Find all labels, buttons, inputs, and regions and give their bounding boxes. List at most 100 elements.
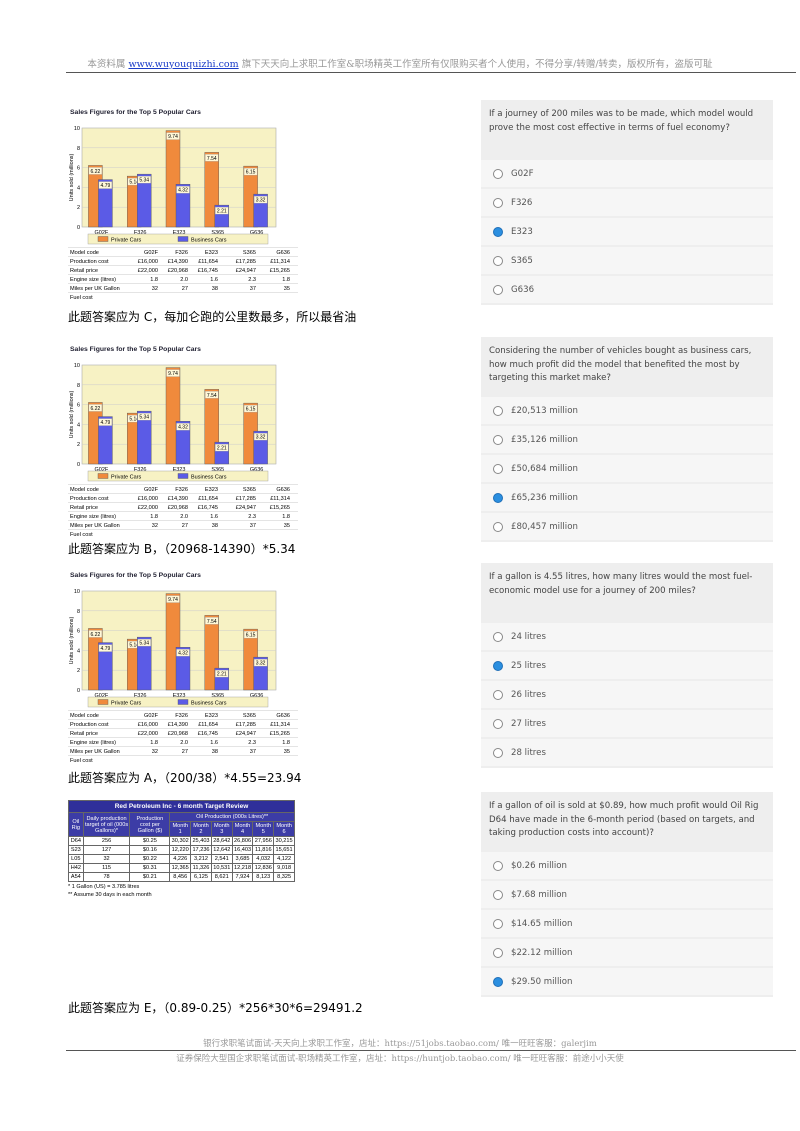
- option[interactable]: $0.26 million: [481, 852, 773, 879]
- table-cell: L05: [68, 854, 84, 864]
- option[interactable]: 25 litres: [481, 652, 773, 679]
- table-cell: S23: [68, 845, 84, 855]
- radio[interactable]: [493, 860, 503, 871]
- option[interactable]: £20,513 million: [481, 397, 773, 424]
- option[interactable]: 27 litres: [481, 710, 773, 737]
- radio[interactable]: [493, 255, 503, 266]
- value-label: 9.74: [168, 371, 178, 377]
- option[interactable]: £80,457 million: [481, 513, 773, 540]
- table-cell: £15,265: [270, 268, 290, 274]
- table-row: Oil Rig Daily production target of oil (0…: [68, 812, 295, 837]
- option[interactable]: $7.68 million: [481, 881, 773, 908]
- table-cell: G02F: [144, 250, 159, 256]
- table-row: A54 78 $0.21 8,456 6,125 8,621 7,924 8,123 8,325: [68, 872, 295, 882]
- option[interactable]: E323: [481, 218, 773, 245]
- option[interactable]: G636: [481, 276, 773, 303]
- radio[interactable]: [493, 463, 503, 474]
- radio[interactable]: [493, 405, 503, 416]
- radio[interactable]: [493, 492, 503, 503]
- option-label: 24 litres: [511, 631, 546, 642]
- table-cell: £11,654: [198, 722, 218, 728]
- option[interactable]: 28 litres: [481, 739, 773, 766]
- option-label: £50,684 million: [511, 463, 578, 474]
- option-label: $14.65 million: [511, 918, 573, 929]
- radio[interactable]: [493, 947, 503, 958]
- table-cell: 1.6: [210, 277, 218, 283]
- radio[interactable]: [493, 631, 503, 642]
- option[interactable]: $14.65 million: [481, 910, 773, 937]
- table-cell: 78: [82, 872, 131, 882]
- option[interactable]: $29.50 million: [481, 968, 773, 995]
- column-header: Daily production target of oil (000s Gal…: [82, 812, 131, 837]
- table-cell: 25,403: [190, 836, 212, 846]
- table-cell: 30,302: [169, 836, 192, 846]
- table-cell: G636: [276, 713, 290, 719]
- option-label: £65,236 million: [511, 492, 578, 503]
- radio[interactable]: [493, 197, 503, 208]
- table-cell: 2.3: [248, 514, 256, 520]
- radio[interactable]: [493, 889, 503, 900]
- option[interactable]: S365: [481, 247, 773, 274]
- radio[interactable]: [493, 434, 503, 445]
- table-cell: 9,018: [273, 863, 295, 873]
- option-label: S365: [511, 255, 533, 266]
- radio[interactable]: [493, 718, 503, 729]
- option-label: F326: [511, 197, 533, 208]
- option[interactable]: G02F: [481, 160, 773, 187]
- radio[interactable]: [493, 918, 503, 929]
- radio[interactable]: [493, 521, 503, 532]
- x-tick-label: S365: [211, 230, 224, 236]
- header-link[interactable]: www.wuyouquizhi.com: [128, 59, 239, 70]
- table-cell: £16,000: [138, 722, 158, 728]
- y-tick-label: 0: [77, 225, 80, 231]
- x-tick-label: F326: [134, 693, 147, 699]
- table-cell: 38: [212, 749, 218, 755]
- radio[interactable]: [493, 976, 503, 987]
- option-label: G02F: [511, 168, 534, 179]
- table-cell: 1.6: [210, 740, 218, 746]
- option[interactable]: 26 litres: [481, 681, 773, 708]
- option[interactable]: F326: [481, 189, 773, 216]
- value-label-box: [253, 432, 268, 441]
- radio[interactable]: [493, 284, 503, 295]
- option[interactable]: £50,684 million: [481, 455, 773, 482]
- table-cell: Model code: [70, 713, 99, 719]
- value-label-box: [137, 412, 151, 421]
- table-cell: Miles per UK Gallon: [70, 286, 120, 292]
- value-label: 3.32: [256, 435, 266, 441]
- radio[interactable]: [493, 660, 503, 671]
- legend-label: Business Cars: [191, 475, 227, 481]
- table-cell: 12,642: [210, 845, 233, 855]
- answer-text: 此题答案应为 C，每加仑跑的公里数最多，所以最省油: [68, 310, 357, 324]
- table-cell: 1.8: [282, 277, 290, 283]
- value-label: 6.22: [91, 169, 101, 175]
- value-label: 7.54: [207, 393, 217, 399]
- option[interactable]: £35,126 million: [481, 426, 773, 453]
- x-tick-label: E323: [173, 693, 186, 699]
- value-label: 6.22: [91, 632, 101, 638]
- table-cell: 1.8: [282, 740, 290, 746]
- legend-label: Private Cars: [111, 238, 142, 244]
- value-label: 3.32: [256, 661, 266, 667]
- table-row: Month 1 Month 2 Month 3 Month 4 Month 5 Month…: [69, 821, 295, 837]
- option[interactable]: £65,236 million: [481, 484, 773, 511]
- radio[interactable]: [493, 747, 503, 758]
- table-cell: 4,032: [252, 854, 275, 864]
- table-cell: Retail price: [70, 268, 98, 274]
- value-label-box: [243, 404, 258, 413]
- table-cell: Engine size (litres): [70, 277, 116, 283]
- option[interactable]: 24 litres: [481, 623, 773, 650]
- radio[interactable]: [493, 226, 503, 237]
- table-cell: Fuel cost: [70, 295, 93, 301]
- bar: [136, 173, 152, 228]
- value-label: 6.15: [246, 407, 256, 413]
- table-cell: 256: [82, 836, 131, 846]
- radio[interactable]: [493, 168, 503, 179]
- table-cell: G636: [276, 487, 290, 493]
- radio[interactable]: [493, 689, 503, 700]
- value-label: 9.74: [168, 597, 178, 603]
- option[interactable]: $22.12 million: [481, 939, 773, 966]
- answer-text: 此题答案应为 B，（20968-14390）*5.34: [68, 542, 296, 556]
- value-label: 4.79: [101, 183, 111, 189]
- table-cell: 1.8: [150, 740, 158, 746]
